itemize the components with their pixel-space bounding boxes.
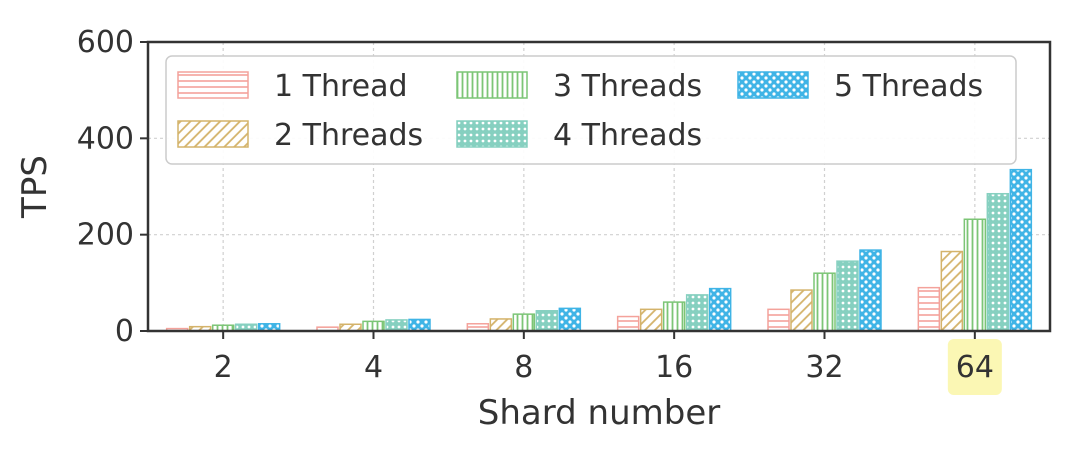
legend-label: 3 Threads bbox=[553, 69, 702, 104]
y-tick-label: 600 bbox=[77, 25, 134, 60]
y-tick-label: 0 bbox=[115, 314, 134, 349]
bar-5-threads-16 bbox=[708, 287, 732, 332]
bar-3-threads-32 bbox=[813, 272, 836, 332]
y-tick-label: 400 bbox=[77, 121, 134, 156]
x-tick-label: 2 bbox=[214, 350, 233, 385]
bar-5-threads-64 bbox=[1009, 168, 1033, 332]
x-axis-ticks: 2 4 8 16 32 64 bbox=[214, 331, 1002, 395]
bar-1-thread-16 bbox=[616, 315, 640, 332]
bar-1-thread-32 bbox=[767, 308, 790, 332]
x-tick-label: 4 bbox=[364, 350, 383, 385]
x-tick-label: 64 bbox=[956, 350, 994, 385]
legend: 1 Thread 2 Threads 3 Threads 4 Threads 5 Thr… bbox=[165, 55, 1017, 165]
bars bbox=[165, 168, 1033, 332]
bar-3-threads-16 bbox=[662, 301, 686, 332]
legend-swatch bbox=[456, 120, 528, 148]
legend-label: 1 Thread bbox=[274, 69, 408, 104]
bar-2-threads-8 bbox=[489, 318, 513, 332]
y-axis-title: TPS bbox=[15, 155, 55, 219]
legend-label: 4 Threads bbox=[553, 118, 702, 153]
legend-swatch bbox=[737, 71, 809, 99]
x-tick-label: 32 bbox=[805, 350, 843, 385]
bar-4-threads-8 bbox=[535, 310, 559, 332]
y-axis-ticks: 0 200 400 600 bbox=[77, 25, 148, 349]
bar-4-threads-32 bbox=[836, 260, 859, 332]
legend-swatch bbox=[456, 71, 528, 99]
x-axis-title: Shard number bbox=[478, 393, 720, 433]
bar-3-threads-4 bbox=[362, 320, 385, 332]
bar-3-threads-64 bbox=[963, 218, 987, 332]
highlight-box bbox=[947, 339, 1002, 395]
x-tick-label: 16 bbox=[655, 350, 693, 385]
legend-swatch bbox=[177, 71, 249, 99]
y-tick-label: 200 bbox=[77, 218, 134, 253]
legend-label: 2 Threads bbox=[274, 118, 423, 153]
bar-5-threads-32 bbox=[859, 249, 882, 332]
x-tick-label: 8 bbox=[514, 350, 533, 385]
legend-swatch bbox=[177, 120, 249, 148]
bar-3-threads-8 bbox=[512, 313, 536, 332]
bar-4-threads-4 bbox=[385, 319, 408, 332]
bar-2-threads-16 bbox=[639, 308, 663, 332]
bar-4-threads-64 bbox=[986, 192, 1010, 332]
legend-label: 5 Threads bbox=[834, 69, 983, 104]
bar-1-thread-64 bbox=[917, 286, 941, 332]
plot-frame bbox=[146, 40, 1052, 333]
bar-5-threads-8 bbox=[558, 307, 582, 332]
bar-4-threads-16 bbox=[685, 294, 709, 332]
bar-2-threads-32 bbox=[790, 289, 813, 332]
bar-2-threads-64 bbox=[940, 250, 964, 332]
bar-5-threads-4 bbox=[408, 318, 431, 332]
